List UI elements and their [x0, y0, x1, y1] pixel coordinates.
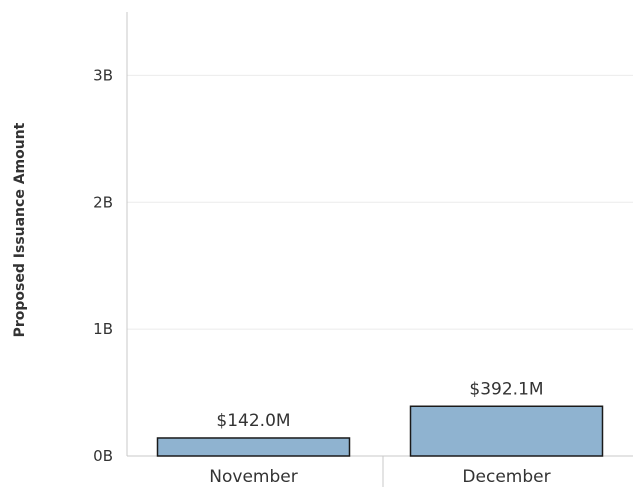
category-labels: November December [209, 467, 550, 487]
y-tick-label: 2B [93, 193, 113, 211]
data-label: $142.0M [216, 411, 290, 431]
y-tick-label: 0B [93, 447, 113, 465]
bars [156, 405, 604, 457]
bar [156, 437, 351, 457]
data-labels: $142.0M $392.1M [216, 379, 543, 431]
y-tick-label: 1B [93, 320, 113, 338]
bar [409, 405, 604, 457]
data-label: $392.1M [469, 379, 543, 399]
gridlines [127, 74, 633, 330]
y-axis-label: Proposed Issuance Amount [12, 122, 28, 337]
y-tick-label: 3B [93, 66, 113, 84]
category-label: December [462, 467, 550, 487]
y-tick-labels: 0B 1B 2B 3B [93, 66, 113, 465]
category-label: November [209, 467, 297, 487]
